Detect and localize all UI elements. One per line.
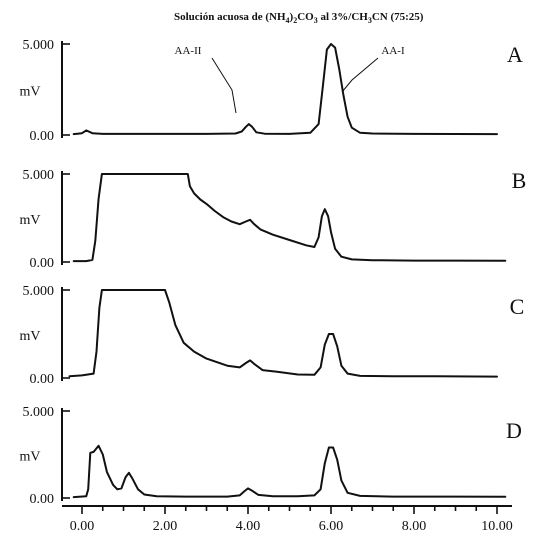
panel-a: 5.000 0.00 mV A AA-II AA-I: [20, 38, 524, 144]
title-part-3: al 3%/CH: [318, 11, 369, 23]
chromatogram-trace: [72, 173, 507, 263]
title-subscript-1: 4: [286, 16, 290, 25]
panel-letter: B: [512, 168, 527, 193]
chart-title: Solución acuosa de (NH4)2CO3 al 3%/CH3CN…: [174, 11, 424, 25]
y-axis-unit: mV: [20, 85, 41, 100]
panel-b: 5.000 0.00 mV B: [20, 168, 527, 271]
chromatogram-panels: 5.000 0.00 mV A AA-II AA-I 5.000 0.00 mV B 5.000 0.…: [20, 38, 527, 507]
y-axis-unit: mV: [20, 213, 41, 228]
panel-c: 5.000 0.00 mV C: [20, 284, 525, 387]
panel-d: 5.000 0.00 mV D: [20, 405, 522, 507]
peak-leader-aa-i: [341, 57, 379, 93]
chromatogram-trace: [68, 289, 498, 378]
y-tick-label-max: 5.000: [23, 284, 55, 299]
y-tick-label-zero: 0.00: [30, 492, 55, 507]
title-prefix: Solución acuosa de (NH: [174, 11, 286, 23]
x-tick-label: 10.00: [481, 519, 513, 534]
y-tick-label-zero: 0.00: [30, 129, 55, 144]
title-part-1: ): [290, 11, 294, 23]
title-part-2: CO: [297, 11, 314, 23]
title-subscript-4: 3: [368, 16, 372, 25]
panel-letter: A: [507, 42, 523, 67]
title-subscript-3: 3: [314, 16, 318, 25]
chromatogram-trace: [72, 43, 498, 136]
x-tick-label: 0.00: [70, 519, 95, 534]
panel-letter: C: [510, 294, 525, 319]
y-tick-label-max: 5.000: [23, 38, 55, 53]
chromatogram-trace: [72, 444, 507, 499]
peak-leader-aa-ii: [211, 57, 237, 114]
x-axis: 0.00 2.00 4.00 6.00 8.00 10.00: [62, 505, 513, 534]
y-tick-label-max: 5.000: [23, 168, 55, 183]
x-tick-label: 2.00: [153, 519, 178, 534]
x-tick-label: 6.00: [319, 519, 344, 534]
y-tick-label-zero: 0.00: [30, 372, 55, 387]
x-tick-label: 4.00: [236, 519, 261, 534]
y-tick-label-zero: 0.00: [30, 256, 55, 271]
peak-label-aa-i: AA-I: [381, 45, 405, 57]
peak-label-aa-ii: AA-II: [175, 45, 202, 57]
y-axis-unit: mV: [20, 450, 41, 465]
title-suffix: CN (75:25): [372, 11, 424, 23]
y-axis-unit: mV: [20, 329, 41, 344]
x-tick-label: 8.00: [402, 519, 427, 534]
y-tick-label-max: 5.000: [23, 405, 55, 420]
title-subscript-2: 2: [293, 16, 297, 25]
panel-letter: D: [506, 418, 522, 443]
